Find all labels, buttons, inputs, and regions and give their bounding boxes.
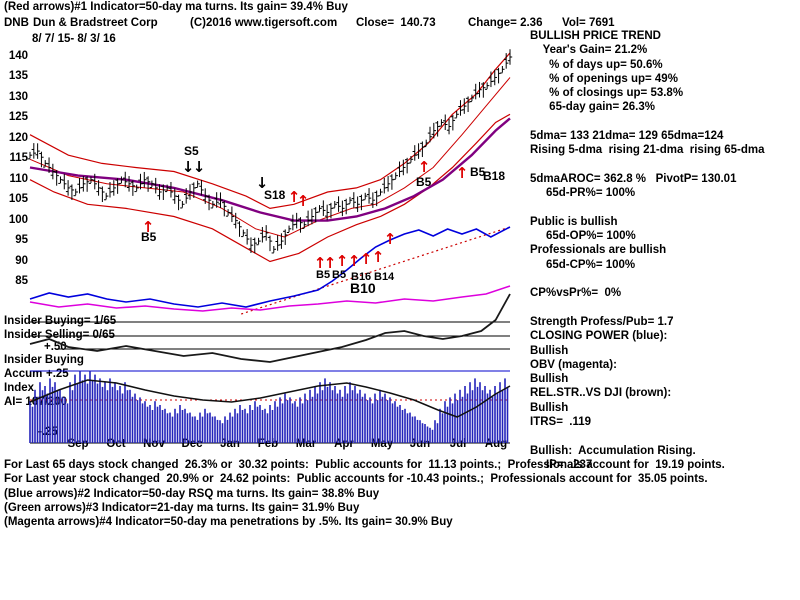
analysis-line: 65d-PR%= 100% (530, 187, 636, 200)
svg-text:↓: ↓ (193, 158, 206, 176)
month-label: Apr (334, 438, 354, 450)
copyright-text: (C)2016 www.tigersoft.com (190, 17, 338, 29)
date-range: 8/ 7/ 15- 8/ 3/ 16 (32, 33, 116, 45)
svg-text:↑: ↑ (288, 188, 301, 206)
analysis-line: Public is bullish (530, 215, 618, 228)
footer-legend: For Last 65 days stock changed 26.3% or … (4, 459, 800, 530)
company-name: Dun & Bradstreet Corp (33, 17, 158, 29)
svg-text:↑: ↑ (297, 192, 310, 210)
svg-text:↑: ↑ (384, 230, 397, 248)
analysis-line: CLOSING POWER (blue): (530, 330, 668, 343)
price-tick-label: 85 (15, 275, 28, 287)
svg-text:B5: B5 (416, 175, 432, 189)
analysis-line: % of openings up= 49% (530, 72, 678, 85)
indicator1-legend: (Red arrows)#1 Indicator=50-day ma turns… (4, 1, 348, 13)
svg-text:↑: ↑ (324, 254, 337, 272)
price-tick-label: 115 (9, 152, 28, 164)
analysis-panel: BULLISH PRICE TREND Year's Gain= 21.2% %… (530, 30, 800, 473)
analysis-line: Bullish (530, 373, 569, 386)
footer-line: (Magenta arrows)#4 Indicator=50-day ma p… (4, 516, 453, 529)
analysis-line: % of closings up= 53.8% (530, 87, 684, 100)
svg-text:↓: ↓ (182, 158, 195, 176)
ticker-symbol: DNB (4, 17, 29, 29)
footer-line: For Last 65 days stock changed 26.3% or … (4, 459, 725, 471)
analysis-line: 5dma= 133 21dma= 129 65dma=124 (530, 130, 724, 143)
price-tick-label: 105 (8, 193, 28, 205)
analysis-line: IP= .237 (530, 458, 593, 471)
insider-selling-count: Insider Selling= 0/65 (4, 329, 115, 341)
analysis-line: Year's Gain= 21.2% (530, 44, 648, 57)
footer-line: For Last year stock changed 20.9% or 24.… (4, 473, 708, 486)
svg-text:S18: S18 (264, 188, 286, 202)
insider-buying-count: Insider Buying= 1/65 (4, 315, 117, 327)
price-tick-label: 100 (8, 214, 28, 226)
analysis-line: 65d-CP%= 100% (530, 258, 636, 271)
price-tick-label: 95 (15, 234, 28, 246)
analysis-line: Rising 5-dma rising 21-dma rising 65-dma (530, 144, 765, 157)
svg-text:↑: ↑ (360, 250, 373, 268)
analysis-line: REL.STR..VS DJI (brown): (530, 387, 672, 400)
analysis-line: Bullish: Accumulation Rising. (530, 444, 696, 457)
svg-text:↑: ↑ (336, 252, 349, 270)
svg-text:↑: ↑ (314, 254, 327, 272)
close-value: Close= 140.73 (356, 17, 436, 29)
svg-text:B5: B5 (316, 269, 330, 281)
svg-text:↑: ↑ (348, 252, 361, 270)
month-label: Mar (295, 438, 317, 450)
svg-text:B10: B10 (350, 280, 376, 296)
svg-text:B5: B5 (141, 230, 157, 244)
analysis-line: 65d-OP%= 100% (530, 230, 636, 243)
insider-buying-label: Insider Buying (4, 354, 84, 366)
svg-text:B16: B16 (351, 271, 371, 283)
analysis-line: Bullish (530, 401, 569, 414)
analysis-line: ITRS= .119 (530, 416, 592, 429)
svg-text:S5: S5 (184, 144, 199, 158)
price-tick-label: 135 (8, 70, 28, 82)
footer-line: (Green arrows)#3 Indicator=21-day ma tur… (4, 501, 360, 514)
analysis-line: Bullish (530, 344, 569, 357)
analysis-line: % of days up= 50.6% (530, 58, 663, 71)
svg-text:B18: B18 (483, 169, 505, 183)
analysis-line: Professionals are bullish (530, 244, 667, 257)
analysis-line: 5dmaAROC= 362.8 % PivotP= 130.01 (530, 172, 737, 185)
analysis-line: CP%vsPr%= 0% (530, 287, 622, 300)
svg-text:B14: B14 (374, 271, 395, 283)
price-tick-label: 140 (8, 50, 28, 62)
analysis-line: BULLISH PRICE TREND (530, 30, 661, 42)
svg-text:↑: ↑ (142, 218, 155, 236)
price-tick-label: 90 (15, 255, 28, 267)
svg-text:↓: ↓ (256, 174, 269, 192)
svg-text:↑: ↑ (372, 248, 385, 266)
price-tick-label: 130 (8, 91, 28, 103)
svg-text:B5: B5 (332, 269, 346, 281)
svg-text:↑: ↑ (418, 158, 431, 176)
analysis-line: 65-day gain= 26.3% (530, 101, 655, 114)
index-label: Index (4, 382, 35, 394)
price-tick-label: 110 (9, 173, 28, 185)
svg-text:B5: B5 (470, 165, 486, 179)
svg-text:↑: ↑ (456, 164, 469, 182)
analysis-line: Strength Profess/Pub= 1.7 (530, 315, 674, 328)
price-tick-label: 125 (8, 111, 28, 123)
price-tick-label: 120 (8, 132, 28, 144)
footer-line: (Blue arrows)#2 Indicator=50-day RSQ ma … (4, 487, 380, 500)
volume-value: Vol= 7691 (562, 17, 615, 29)
change-value: Change= 2.36 (468, 17, 543, 29)
analysis-line: OBV (magenta): (530, 358, 617, 371)
